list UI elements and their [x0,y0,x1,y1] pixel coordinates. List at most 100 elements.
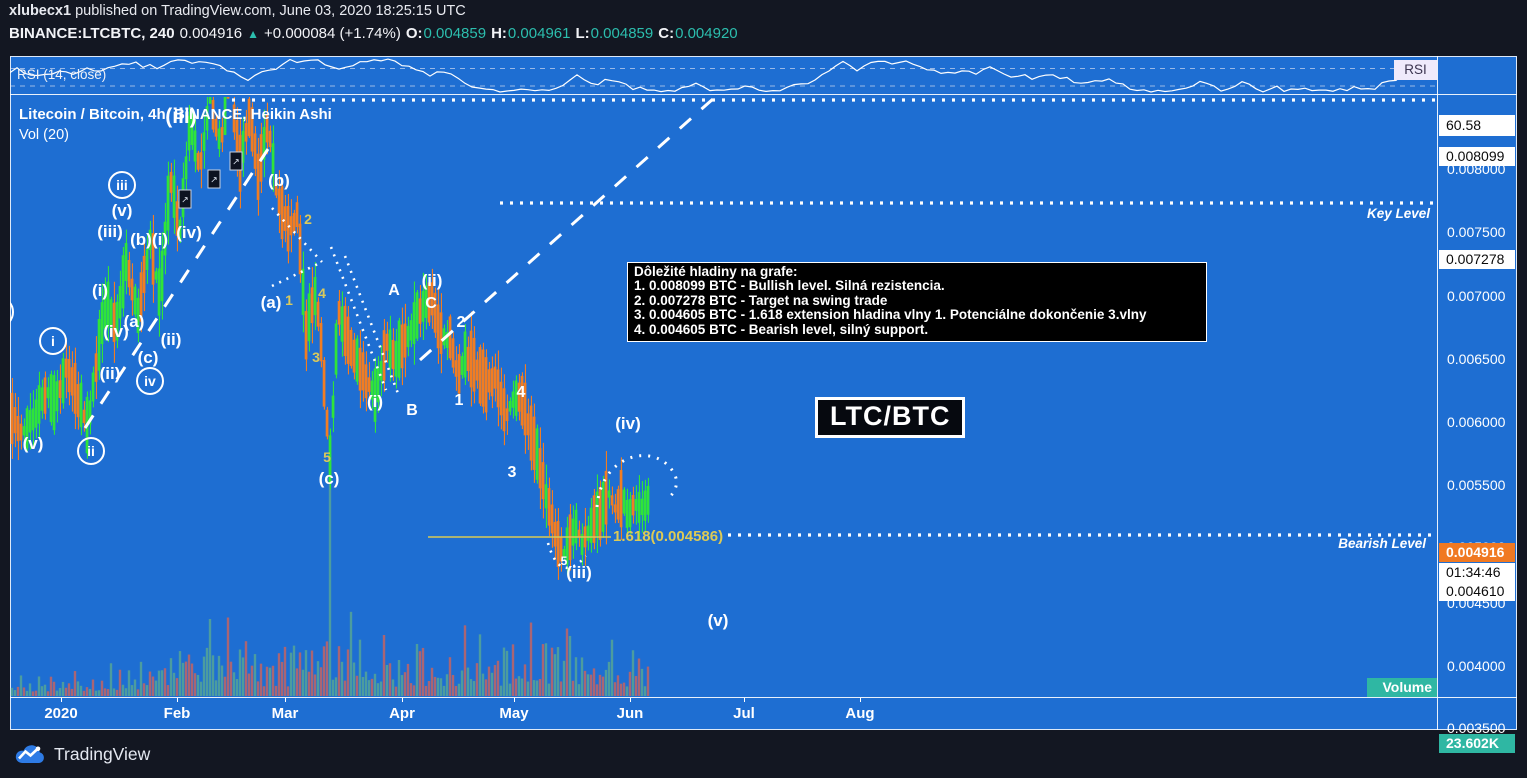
chart-flag-marker-icon: ↗ [207,169,221,189]
info-line: 4. 0.004605 BTC - Bearish level, silný s… [634,321,929,337]
time-axis-label: Aug [845,705,875,722]
price-scale-label: 0.006000 [1447,414,1506,430]
wave-label: 4 [318,285,326,301]
wave-label: 3 [507,464,517,481]
author-username: xlubecx1 [9,2,72,19]
chart-flag-marker-icon: ↗ [229,151,243,171]
price-chart-canvas[interactable] [10,56,1517,730]
bearish-level-caption: Bearish Level [1338,536,1426,551]
wave-label: (i) [366,392,384,411]
tradingview-brand-text: TradingView [54,743,151,764]
wave-label: (iv) [103,322,129,341]
wave-label: iii [108,171,136,199]
wave-label: ii [77,437,105,465]
wave-label: B [406,402,418,419]
byline-bar: xlubecx1 published on TradingView.com, J… [0,0,1527,21]
time-axis-label: Apr [389,705,415,722]
wave-label: (b) [130,230,152,249]
fib-extension-label: 1.618(0.004586) [613,528,724,545]
time-axis[interactable]: 2020 Feb Mar Apr May Jun Jul Aug [10,698,1437,730]
wave-label: (iv) [615,414,641,433]
time-axis-label: Mar [271,705,299,722]
time-axis-tick [177,698,178,702]
open-label: O: [405,25,423,42]
wave-label: 3 [312,349,320,365]
price-scale-label: 0.006500 [1447,351,1506,367]
wave-label: 4 [516,384,526,401]
tradingview-home-link[interactable]: TradingView [13,742,150,766]
wave-label: (ii) [421,271,443,290]
open-value: 0.004859 [423,25,487,42]
wave-label: i [39,327,67,355]
rsi-axis-tag: RSI [1394,60,1437,80]
chart-title[interactable]: Litecoin / Bitcoin, 4h, BINANCE, Heikin … [19,106,332,123]
rsi-value-tag: 60.58 [1439,115,1515,136]
time-axis-label: Jul [733,705,755,722]
wave-label: (iii) [97,222,123,241]
last-price: 0.004916 [179,25,243,42]
wave-label: 5 [323,449,331,465]
price-scale-label: 0.005500 [1447,477,1506,493]
time-axis-tick [402,698,403,702]
low-label: L: [575,25,590,42]
wave-label: 1 [285,292,293,308]
time-axis-tick [285,698,286,702]
close-value: 0.004920 [675,25,738,42]
time-axis-separator [10,697,1517,698]
price-change: +0.000084 (+1.74%) [264,25,401,42]
wave-label: (v) [22,434,44,453]
time-axis-label: 2020 [44,705,78,722]
wave-label: (b) [268,171,290,190]
wave-label: (ii) [160,330,182,349]
wave-label: (a) [123,312,145,331]
byline-text: published on TradingView.com, June 03, 2… [75,2,466,19]
price-scale[interactable]: 0.008000 0.007500 0.007000 0.006500 0.006000… [1438,56,1517,753]
high-value: 0.004961 [507,25,571,42]
rsi-pane-separator[interactable] [10,94,1517,95]
wave-label: (iv) [176,223,202,242]
price-scale-label: 0.007500 [1447,224,1506,240]
info-line: 3. 0.004605 BTC - 1.618 extension hladin… [634,307,1147,323]
wave-label: (i) [151,230,169,249]
volume-axis-tag: Volume [1367,678,1437,697]
time-axis-tick [514,698,515,702]
volume-indicator-label[interactable]: Vol (20) [19,127,69,143]
wave-label: 2 [304,211,312,227]
wave-label: (i) [91,281,109,300]
time-axis-tick [61,698,62,702]
current-price-tag: 0.004916 [1439,543,1515,562]
up-arrow-icon: ▲ [247,26,260,41]
rsi-indicator-label[interactable]: RSI (14, close) [17,67,107,82]
wave-label: (c) [137,348,159,367]
price-scale-label: 0.004000 [1447,658,1506,674]
bearish-level-tag: 0.004610 [1439,582,1515,601]
symbol-ohlc-bar: BINANCE:LTCBTC, 240 0.004916 ▲ +0.000084… [0,21,1527,46]
wave-label: (c) [318,469,340,488]
wave-label: (v) [111,201,133,220]
wave-label: (v) [707,611,729,630]
time-axis-tick [744,698,745,702]
footer-bar: TradingView [0,730,1527,778]
wave-label: 2 [456,314,466,331]
high-label: H: [491,25,507,42]
volume-value-tag: 23.602K [1439,734,1515,753]
wave-label: 5 [560,554,568,568]
info-line: 2. 0.007278 BTC - Target na swing trade [634,292,888,308]
time-axis-tick [860,698,861,702]
time-axis-label: Jun [616,705,644,722]
tradingview-logo-icon [15,745,44,763]
symbol-name[interactable]: BINANCE:LTCBTC, 240 [9,25,175,42]
wave-label: 1 [454,392,464,409]
price-scale-separator [1437,56,1438,730]
symbol-watermark-box: LTC/BTC [815,397,966,438]
wave-label: A [388,282,400,299]
chart-flag-marker-icon: ↗ [178,189,192,209]
bar-countdown-tag: 01:34:46 [1439,563,1515,582]
key-level-tag: 0.007278 [1439,250,1515,269]
wave-label: (ii) [99,364,121,383]
time-axis-tick [630,698,631,702]
wave-label: iv [136,367,164,395]
low-value: 0.004859 [590,25,654,42]
close-label: C: [658,25,675,42]
